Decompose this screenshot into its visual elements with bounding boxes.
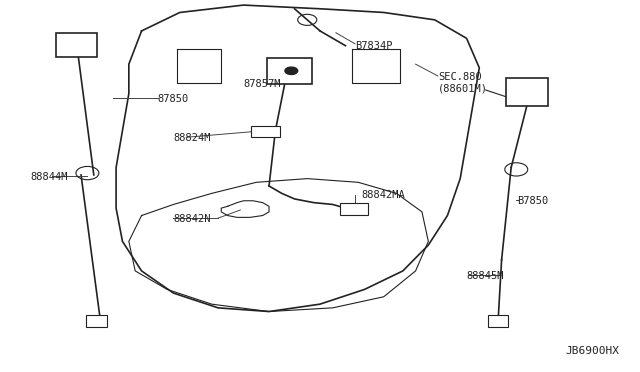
FancyBboxPatch shape [506, 78, 548, 106]
Text: SEC.880: SEC.880 [438, 72, 482, 82]
Text: 88842N: 88842N [173, 214, 211, 224]
FancyBboxPatch shape [251, 126, 280, 137]
Text: B7834P: B7834P [355, 41, 392, 51]
Text: 88842MA: 88842MA [362, 190, 405, 200]
Text: JB6900HX: JB6900HX [566, 346, 620, 356]
Circle shape [285, 67, 298, 74]
Text: 87850: 87850 [157, 94, 189, 104]
Text: 87857M: 87857M [244, 80, 281, 89]
Text: 88824M: 88824M [173, 133, 211, 143]
FancyBboxPatch shape [56, 33, 97, 57]
Text: 88844M: 88844M [30, 172, 68, 182]
Text: B7850: B7850 [518, 196, 548, 206]
Text: (88601M): (88601M) [438, 83, 488, 93]
FancyBboxPatch shape [86, 315, 106, 327]
FancyBboxPatch shape [488, 315, 508, 327]
Text: 88845M: 88845M [467, 272, 504, 282]
FancyBboxPatch shape [340, 203, 369, 215]
FancyBboxPatch shape [267, 58, 312, 84]
